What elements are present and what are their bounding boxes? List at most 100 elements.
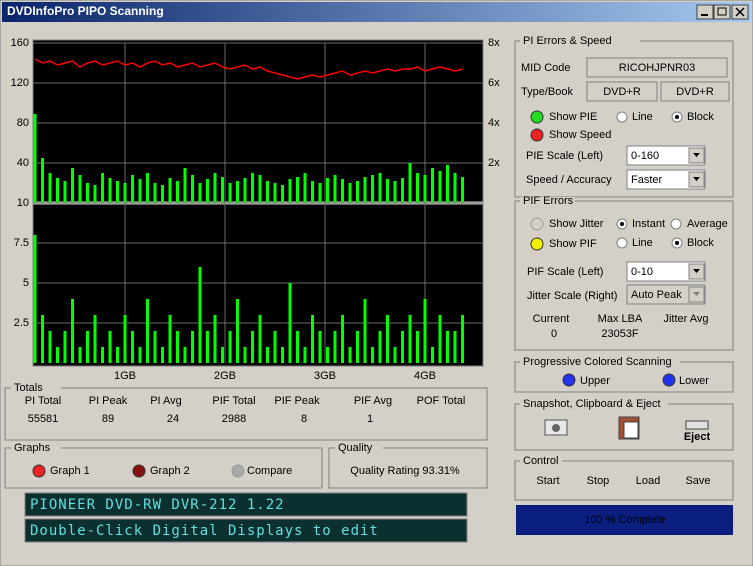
pie-scale-combo[interactable] — [626, 145, 706, 166]
bar — [198, 183, 202, 203]
totals-header: PIF Total — [212, 395, 255, 407]
x-tick-label: 1GB — [114, 370, 136, 382]
snapshot-icons[interactable] — [544, 416, 709, 440]
bar — [116, 181, 119, 203]
control-button[interactable]: Save — [685, 475, 710, 487]
label: Type/Book — [521, 86, 573, 98]
combos[interactable] — [626, 145, 706, 305]
totals-header: PI Peak — [89, 395, 128, 407]
bar — [416, 331, 419, 363]
speed-combo[interactable] — [626, 169, 706, 190]
lcd-display[interactable] — [24, 492, 468, 517]
bar — [371, 347, 374, 363]
bar — [378, 173, 382, 203]
bar — [33, 235, 37, 363]
control-button[interactable]: Stop — [587, 475, 610, 487]
bar — [303, 173, 307, 203]
group-title: Totals — [14, 382, 43, 394]
option[interactable]: Line — [632, 111, 653, 123]
bar — [281, 185, 284, 203]
y-tick-label: 120 — [11, 77, 29, 89]
graph-option[interactable]: Graph 2 — [150, 465, 190, 477]
bar — [101, 173, 104, 203]
group-title: Quality — [338, 442, 373, 454]
bar — [281, 347, 284, 363]
bar — [168, 178, 172, 203]
bar — [401, 178, 404, 203]
label: PIF Scale (Left) — [527, 266, 603, 278]
bar — [123, 183, 127, 203]
bar — [213, 315, 217, 363]
graph-option[interactable]: Compare — [247, 465, 292, 477]
bar — [273, 331, 277, 363]
bar — [311, 315, 314, 363]
bar — [258, 175, 262, 203]
option[interactable]: Show PIE — [549, 111, 597, 123]
bar — [333, 331, 337, 363]
bar — [266, 181, 269, 203]
totals-header: PIF Peak — [274, 395, 320, 407]
y-tick-label: 160 — [11, 37, 29, 49]
charts: 40 80 120 160 2x 4x 6x 8x 2.5 5 7.5 10 1GB 2GB 3GB 4GB — [11, 37, 500, 382]
label: MID Code — [521, 62, 571, 74]
maximize-button[interactable] — [713, 4, 731, 20]
bar — [333, 175, 337, 203]
option[interactable]: Show Speed — [549, 129, 611, 141]
bar — [168, 315, 172, 363]
option: Show Jitter — [549, 218, 604, 230]
option[interactable]: Lower — [679, 375, 709, 387]
bar — [41, 315, 44, 363]
eject-button[interactable]: Eject — [684, 431, 711, 443]
bar — [326, 178, 329, 203]
bar — [48, 173, 52, 203]
pif-scale-combo[interactable] — [626, 261, 706, 282]
x-tick-label: 3GB — [314, 370, 336, 382]
bar — [386, 179, 389, 203]
option[interactable]: Show PIF — [549, 238, 597, 250]
y2-tick-label: 4x — [488, 117, 500, 129]
bar — [86, 331, 89, 363]
bar — [423, 299, 427, 363]
bar — [348, 183, 352, 203]
lcd-display[interactable] — [24, 518, 468, 543]
bar — [446, 165, 449, 203]
graph-option[interactable]: Graph 1 — [50, 465, 90, 477]
bar — [131, 175, 134, 203]
stat-value: 23053F — [601, 328, 639, 340]
combo-value[interactable]: 0-10 — [631, 266, 653, 278]
group-title: Progressive Colored Scanning — [523, 356, 672, 368]
bar — [153, 183, 157, 203]
minimize-button[interactable] — [696, 4, 714, 20]
combo-value[interactable]: Faster — [631, 174, 663, 186]
totals-value: 24 — [167, 413, 179, 425]
option[interactable]: Average — [687, 218, 728, 230]
bar — [161, 347, 164, 363]
y2-tick-label: 6x — [488, 77, 500, 89]
label: PIE Scale (Left) — [526, 150, 603, 162]
control-button[interactable]: Start — [536, 475, 559, 487]
window-buttons[interactable] — [696, 4, 749, 20]
bar — [341, 315, 344, 363]
bar — [393, 347, 397, 363]
bar — [78, 175, 82, 203]
option[interactable]: Block — [687, 237, 714, 249]
combo-value[interactable]: 0-160 — [631, 150, 659, 162]
x-tick-label: 2GB — [214, 370, 236, 382]
option[interactable]: Upper — [580, 375, 610, 387]
option[interactable]: Instant — [632, 218, 665, 230]
color-buttons[interactable] — [32, 110, 676, 478]
totals-header: PI Total — [25, 395, 62, 407]
bar — [431, 347, 434, 363]
totals-header: PIF Avg — [354, 395, 392, 407]
bar — [93, 315, 97, 363]
option[interactable]: Block — [687, 111, 714, 123]
bar — [288, 179, 292, 203]
bar — [71, 168, 74, 203]
bar — [258, 315, 262, 363]
bar — [71, 299, 74, 363]
option[interactable]: Line — [632, 237, 653, 249]
bar — [431, 168, 434, 203]
bar — [423, 175, 427, 203]
control-button[interactable]: Load — [636, 475, 660, 487]
bar — [191, 175, 194, 203]
